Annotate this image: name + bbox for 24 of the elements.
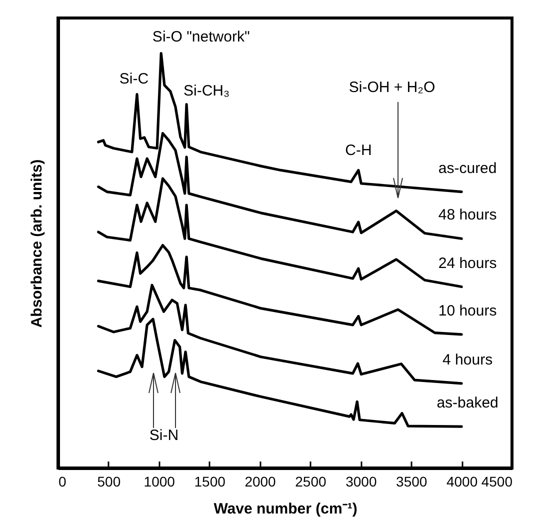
y-axis-title: Absorbance (arb. units) bbox=[28, 159, 46, 328]
x-tick-label: 500 bbox=[97, 474, 121, 490]
series-label: as-cured bbox=[438, 160, 497, 177]
x-axis-title: Wave number (cm⁻¹) bbox=[214, 500, 358, 518]
series-label: 4 hours bbox=[442, 351, 493, 368]
x-tick-label: 3500 bbox=[396, 474, 428, 490]
annotation: Si-O "network" bbox=[152, 28, 250, 46]
x-tick-label: 4000 bbox=[446, 474, 478, 490]
x-tick-label: 3000 bbox=[346, 474, 377, 490]
x-tick-label: 1000 bbox=[144, 474, 176, 490]
series-label: as-baked bbox=[436, 394, 498, 412]
x-tick-label: 4500 bbox=[481, 474, 513, 490]
annotation: C-H bbox=[345, 142, 372, 160]
x-tick-label: 2500 bbox=[295, 474, 327, 490]
annotation: Si-CH₃ bbox=[183, 82, 230, 100]
annotation: Si-OH + H₂O bbox=[348, 79, 436, 96]
series-label: 24 hours bbox=[438, 254, 497, 272]
series-label: 48 hours bbox=[438, 206, 497, 224]
series-label: 10 hours bbox=[438, 302, 497, 320]
x-tick-label: 1500 bbox=[194, 474, 226, 490]
x-tick-label: 2000 bbox=[244, 474, 276, 490]
annotation: Si-C bbox=[119, 70, 149, 88]
x-tick-label: 0 bbox=[58, 474, 66, 490]
annotation: Si-N bbox=[149, 427, 179, 444]
